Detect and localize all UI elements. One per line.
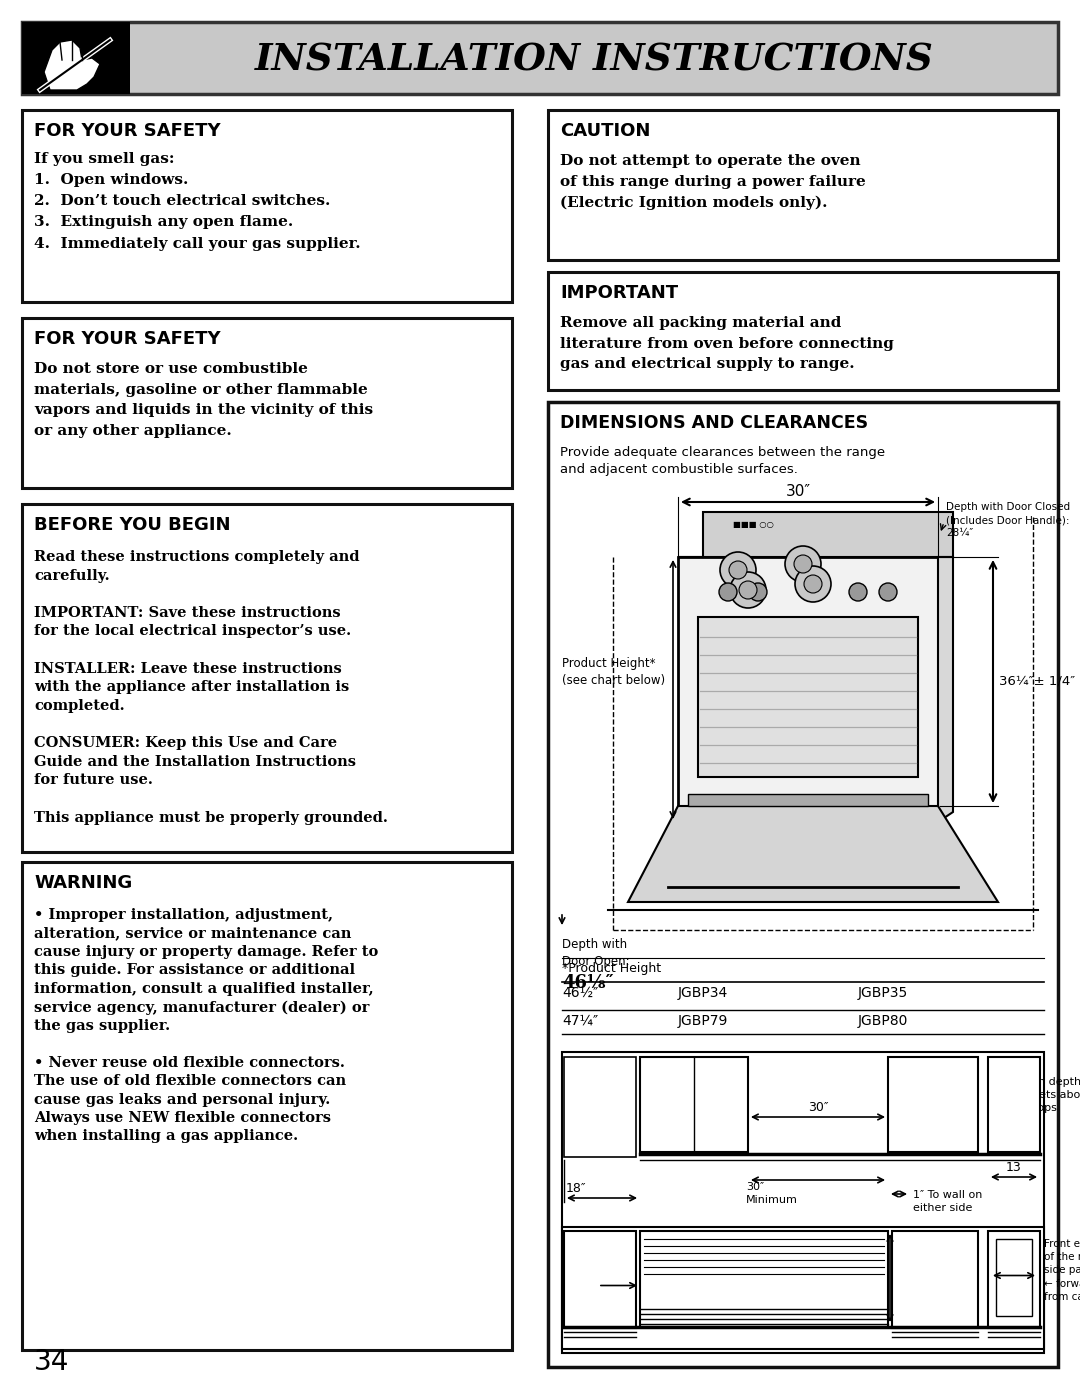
Text: • Improper installation, adjustment,
alteration, service or maintenance can
caus: • Improper installation, adjustment, alt… — [33, 908, 378, 1143]
Text: Front edge
of the range
side panel
← forward
from cabinet: Front edge of the range side panel ← for… — [1044, 1239, 1080, 1302]
Circle shape — [879, 583, 897, 601]
Circle shape — [720, 552, 756, 588]
Bar — [640, 1231, 888, 1327]
Text: 36¼″± 1/4″: 36¼″± 1/4″ — [999, 675, 1076, 687]
Polygon shape — [44, 41, 100, 89]
Text: DIMENSIONS AND CLEARANCES: DIMENSIONS AND CLEARANCES — [561, 414, 868, 432]
Bar — [892, 1231, 978, 1329]
Circle shape — [729, 562, 747, 578]
Bar — [888, 1058, 978, 1153]
Text: 34: 34 — [33, 1348, 69, 1376]
Circle shape — [795, 566, 831, 602]
Bar — [562, 1052, 1044, 1354]
Text: BEFORE YOU BEGIN: BEFORE YOU BEGIN — [33, 515, 230, 534]
Circle shape — [730, 571, 766, 608]
Bar — [688, 793, 928, 806]
Text: Do not store or use combustible
materials, gasoline or other flammable
vapors an: Do not store or use combustible material… — [33, 362, 373, 437]
Text: 30″: 30″ — [808, 1101, 828, 1113]
Text: Minimum
to cabinets
on either
side of the
range: Minimum to cabinets on either side of th… — [566, 1060, 624, 1123]
Text: Maximum depth
for cabinets above
countertops: Maximum depth for cabinets above counter… — [990, 1077, 1080, 1113]
Bar — [640, 1058, 748, 1153]
Circle shape — [785, 546, 821, 583]
Text: INSTALLATION INSTRUCTIONS: INSTALLATION INSTRUCTIONS — [255, 42, 933, 78]
Text: 30″: 30″ — [785, 483, 811, 499]
Circle shape — [750, 583, 767, 601]
Text: Product Height*
(see chart below): Product Height* (see chart below) — [562, 657, 665, 687]
Bar — [22, 22, 130, 94]
Text: IMPORTANT: IMPORTANT — [561, 284, 678, 302]
Text: 1/4″: 1/4″ — [1001, 1260, 1026, 1273]
Text: Read these instructions completely and
carefully.

IMPORTANT: Save these instruc: Read these instructions completely and c… — [33, 550, 388, 824]
Text: Remove all packing material and
literature from oven before connecting
gas and e: Remove all packing material and literatu… — [561, 316, 894, 372]
Bar — [22, 504, 512, 852]
Bar — [548, 272, 1058, 390]
Bar — [22, 110, 512, 302]
Text: 18″: 18″ — [566, 1182, 586, 1194]
Circle shape — [794, 555, 812, 573]
Bar — [703, 511, 953, 557]
Circle shape — [719, 583, 737, 601]
Text: WARNING: WARNING — [33, 875, 132, 893]
Bar — [548, 110, 1058, 260]
Bar — [988, 1058, 1040, 1153]
Text: 30″
Minimum: 30″ Minimum — [746, 1182, 798, 1206]
Text: Do not attempt to operate the oven
of this range during a power failure
(Electri: Do not attempt to operate the oven of th… — [561, 154, 866, 210]
Circle shape — [804, 576, 822, 592]
Bar — [22, 22, 1058, 94]
Text: 0″: 0″ — [564, 1273, 577, 1287]
Bar — [996, 1239, 1032, 1316]
Text: 13: 13 — [1007, 1161, 1022, 1173]
Bar — [698, 617, 918, 777]
Circle shape — [849, 583, 867, 601]
Bar — [564, 1231, 636, 1329]
Text: 46⅛″: 46⅛″ — [562, 974, 613, 992]
Text: 36″: 36″ — [894, 1273, 916, 1285]
Text: 46½″: 46½″ — [562, 986, 598, 1000]
Bar — [548, 402, 1058, 1368]
Text: CAUTION: CAUTION — [561, 122, 650, 140]
Text: JGBP34: JGBP34 — [678, 986, 728, 1000]
Polygon shape — [627, 806, 998, 902]
Bar — [562, 1227, 1044, 1350]
Text: FOR YOUR SAFETY: FOR YOUR SAFETY — [33, 122, 220, 140]
Text: JGBP35: JGBP35 — [858, 986, 908, 1000]
Polygon shape — [939, 557, 953, 821]
Bar — [22, 862, 512, 1350]
Text: Provide adequate clearances between the range
and adjacent combustible surfaces.: Provide adequate clearances between the … — [561, 446, 886, 476]
Text: Depth with Door Closed
(Includes Door Handle):
28¼″: Depth with Door Closed (Includes Door Ha… — [946, 502, 1070, 538]
Bar — [988, 1231, 1040, 1329]
Circle shape — [739, 581, 757, 599]
Bar — [564, 1058, 636, 1157]
Text: If you smell gas:
1.  Open windows.
2.  Don’t touch electrical switches.
3.  Ext: If you smell gas: 1. Open windows. 2. Do… — [33, 152, 361, 250]
Bar — [22, 319, 512, 488]
Text: FOR YOUR SAFETY: FOR YOUR SAFETY — [33, 330, 220, 348]
Text: 47¼″: 47¼″ — [562, 1014, 598, 1028]
Text: *Product Height: *Product Height — [562, 963, 661, 975]
Text: JGBP80: JGBP80 — [858, 1014, 908, 1028]
Text: Depth with
Door Open:: Depth with Door Open: — [562, 937, 630, 968]
Text: ■■■ ○○: ■■■ ○○ — [733, 520, 773, 529]
Text: JGBP79: JGBP79 — [678, 1014, 728, 1028]
Text: 1″ To wall on
either side: 1″ To wall on either side — [913, 1190, 983, 1213]
Text: To cabinets
below cook-top
and at the range
back: To cabinets below cook-top and at the ra… — [717, 1260, 811, 1310]
Bar — [678, 557, 939, 821]
